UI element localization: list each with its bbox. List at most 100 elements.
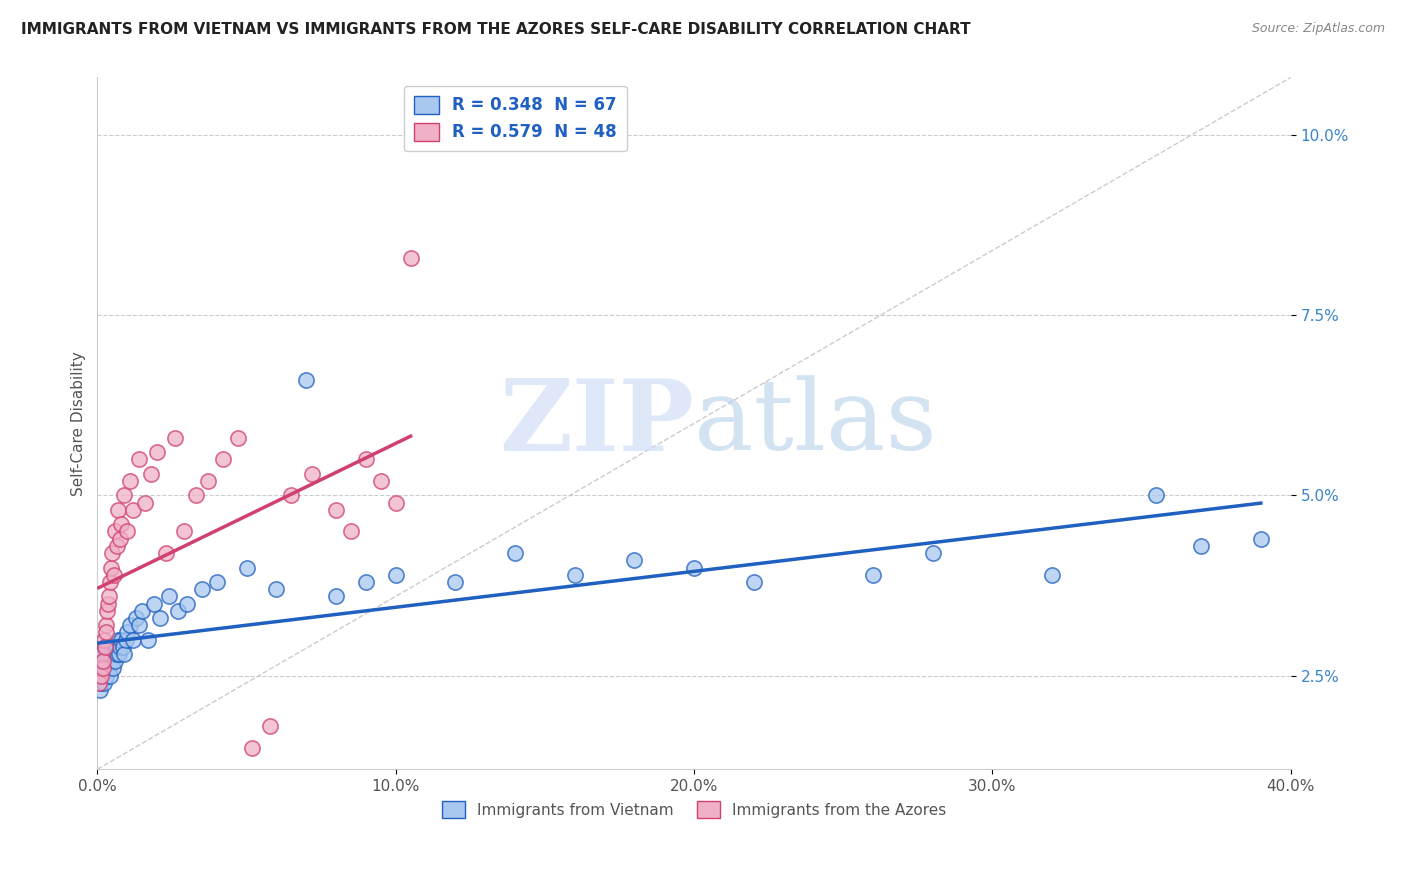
Point: [101, 640, 124, 654]
Point: [100, 647, 122, 661]
Point: [444, 574, 467, 589]
Point: [112, 647, 135, 661]
Point: [122, 632, 145, 647]
Point: [623, 553, 645, 567]
Point: [105, 539, 128, 553]
Point: [163, 431, 186, 445]
Point: [149, 611, 172, 625]
Text: ZIP: ZIP: [499, 375, 695, 472]
Point: [94, 661, 117, 675]
Point: [97, 590, 120, 604]
Point: [94, 618, 117, 632]
Point: [259, 719, 281, 733]
Point: [98, 574, 121, 589]
Point: [94, 654, 117, 668]
Point: [97, 597, 120, 611]
Point: [91, 668, 114, 682]
Point: [89, 683, 111, 698]
Point: [242, 740, 264, 755]
Point: [134, 496, 156, 510]
Point: [108, 647, 131, 661]
Point: [115, 524, 138, 539]
Point: [167, 604, 190, 618]
Point: [399, 251, 422, 265]
Point: [87, 668, 110, 682]
Point: [87, 668, 110, 682]
Point: [120, 618, 142, 632]
Y-axis label: Self-Care Disability: Self-Care Disability: [72, 351, 86, 496]
Point: [90, 647, 112, 661]
Point: [384, 567, 406, 582]
Point: [114, 632, 136, 647]
Point: [157, 590, 180, 604]
Point: [384, 496, 406, 510]
Point: [105, 647, 128, 661]
Point: [683, 560, 706, 574]
Point: [93, 632, 115, 647]
Point: [122, 503, 145, 517]
Point: [101, 546, 124, 560]
Point: [100, 560, 122, 574]
Point: [211, 452, 233, 467]
Point: [354, 574, 377, 589]
Point: [295, 373, 318, 387]
Point: [93, 640, 115, 654]
Point: [104, 640, 127, 654]
Point: [325, 503, 347, 517]
Point: [1040, 567, 1063, 582]
Text: atlas: atlas: [695, 376, 936, 471]
Point: [108, 640, 131, 654]
Point: [91, 661, 114, 675]
Point: [90, 647, 112, 661]
Point: [921, 546, 943, 560]
Point: [111, 640, 134, 654]
Point: [191, 582, 214, 596]
Point: [97, 640, 120, 654]
Point: [125, 611, 148, 625]
Point: [98, 668, 121, 682]
Point: [301, 467, 323, 481]
Point: [115, 625, 138, 640]
Point: [89, 661, 111, 675]
Point: [96, 654, 118, 668]
Point: [91, 654, 114, 668]
Point: [205, 574, 228, 589]
Point: [340, 524, 363, 539]
Point: [98, 661, 121, 675]
Point: [90, 675, 112, 690]
Text: Source: ZipAtlas.com: Source: ZipAtlas.com: [1251, 22, 1385, 36]
Point: [176, 597, 198, 611]
Point: [91, 661, 114, 675]
Point: [96, 604, 118, 618]
Point: [354, 452, 377, 467]
Point: [128, 618, 150, 632]
Point: [136, 632, 159, 647]
Point: [93, 675, 115, 690]
Point: [104, 524, 127, 539]
Point: [143, 597, 166, 611]
Point: [97, 654, 120, 668]
Point: [128, 452, 150, 467]
Point: [100, 654, 122, 668]
Point: [104, 654, 127, 668]
Point: [96, 661, 118, 675]
Point: [184, 488, 207, 502]
Point: [370, 474, 392, 488]
Point: [110, 517, 132, 532]
Point: [146, 445, 169, 459]
Point: [108, 532, 131, 546]
Point: [110, 632, 132, 647]
Point: [90, 668, 112, 682]
Point: [89, 661, 111, 675]
Point: [280, 488, 302, 502]
Point: [173, 524, 195, 539]
Point: [131, 604, 153, 618]
Point: [112, 488, 135, 502]
Point: [197, 474, 219, 488]
Legend: Immigrants from Vietnam, Immigrants from the Azores: Immigrants from Vietnam, Immigrants from…: [436, 795, 952, 824]
Text: IMMIGRANTS FROM VIETNAM VS IMMIGRANTS FROM THE AZORES SELF-CARE DISABILITY CORRE: IMMIGRANTS FROM VIETNAM VS IMMIGRANTS FR…: [21, 22, 970, 37]
Point: [266, 582, 288, 596]
Point: [94, 668, 117, 682]
Point: [564, 567, 586, 582]
Point: [742, 574, 765, 589]
